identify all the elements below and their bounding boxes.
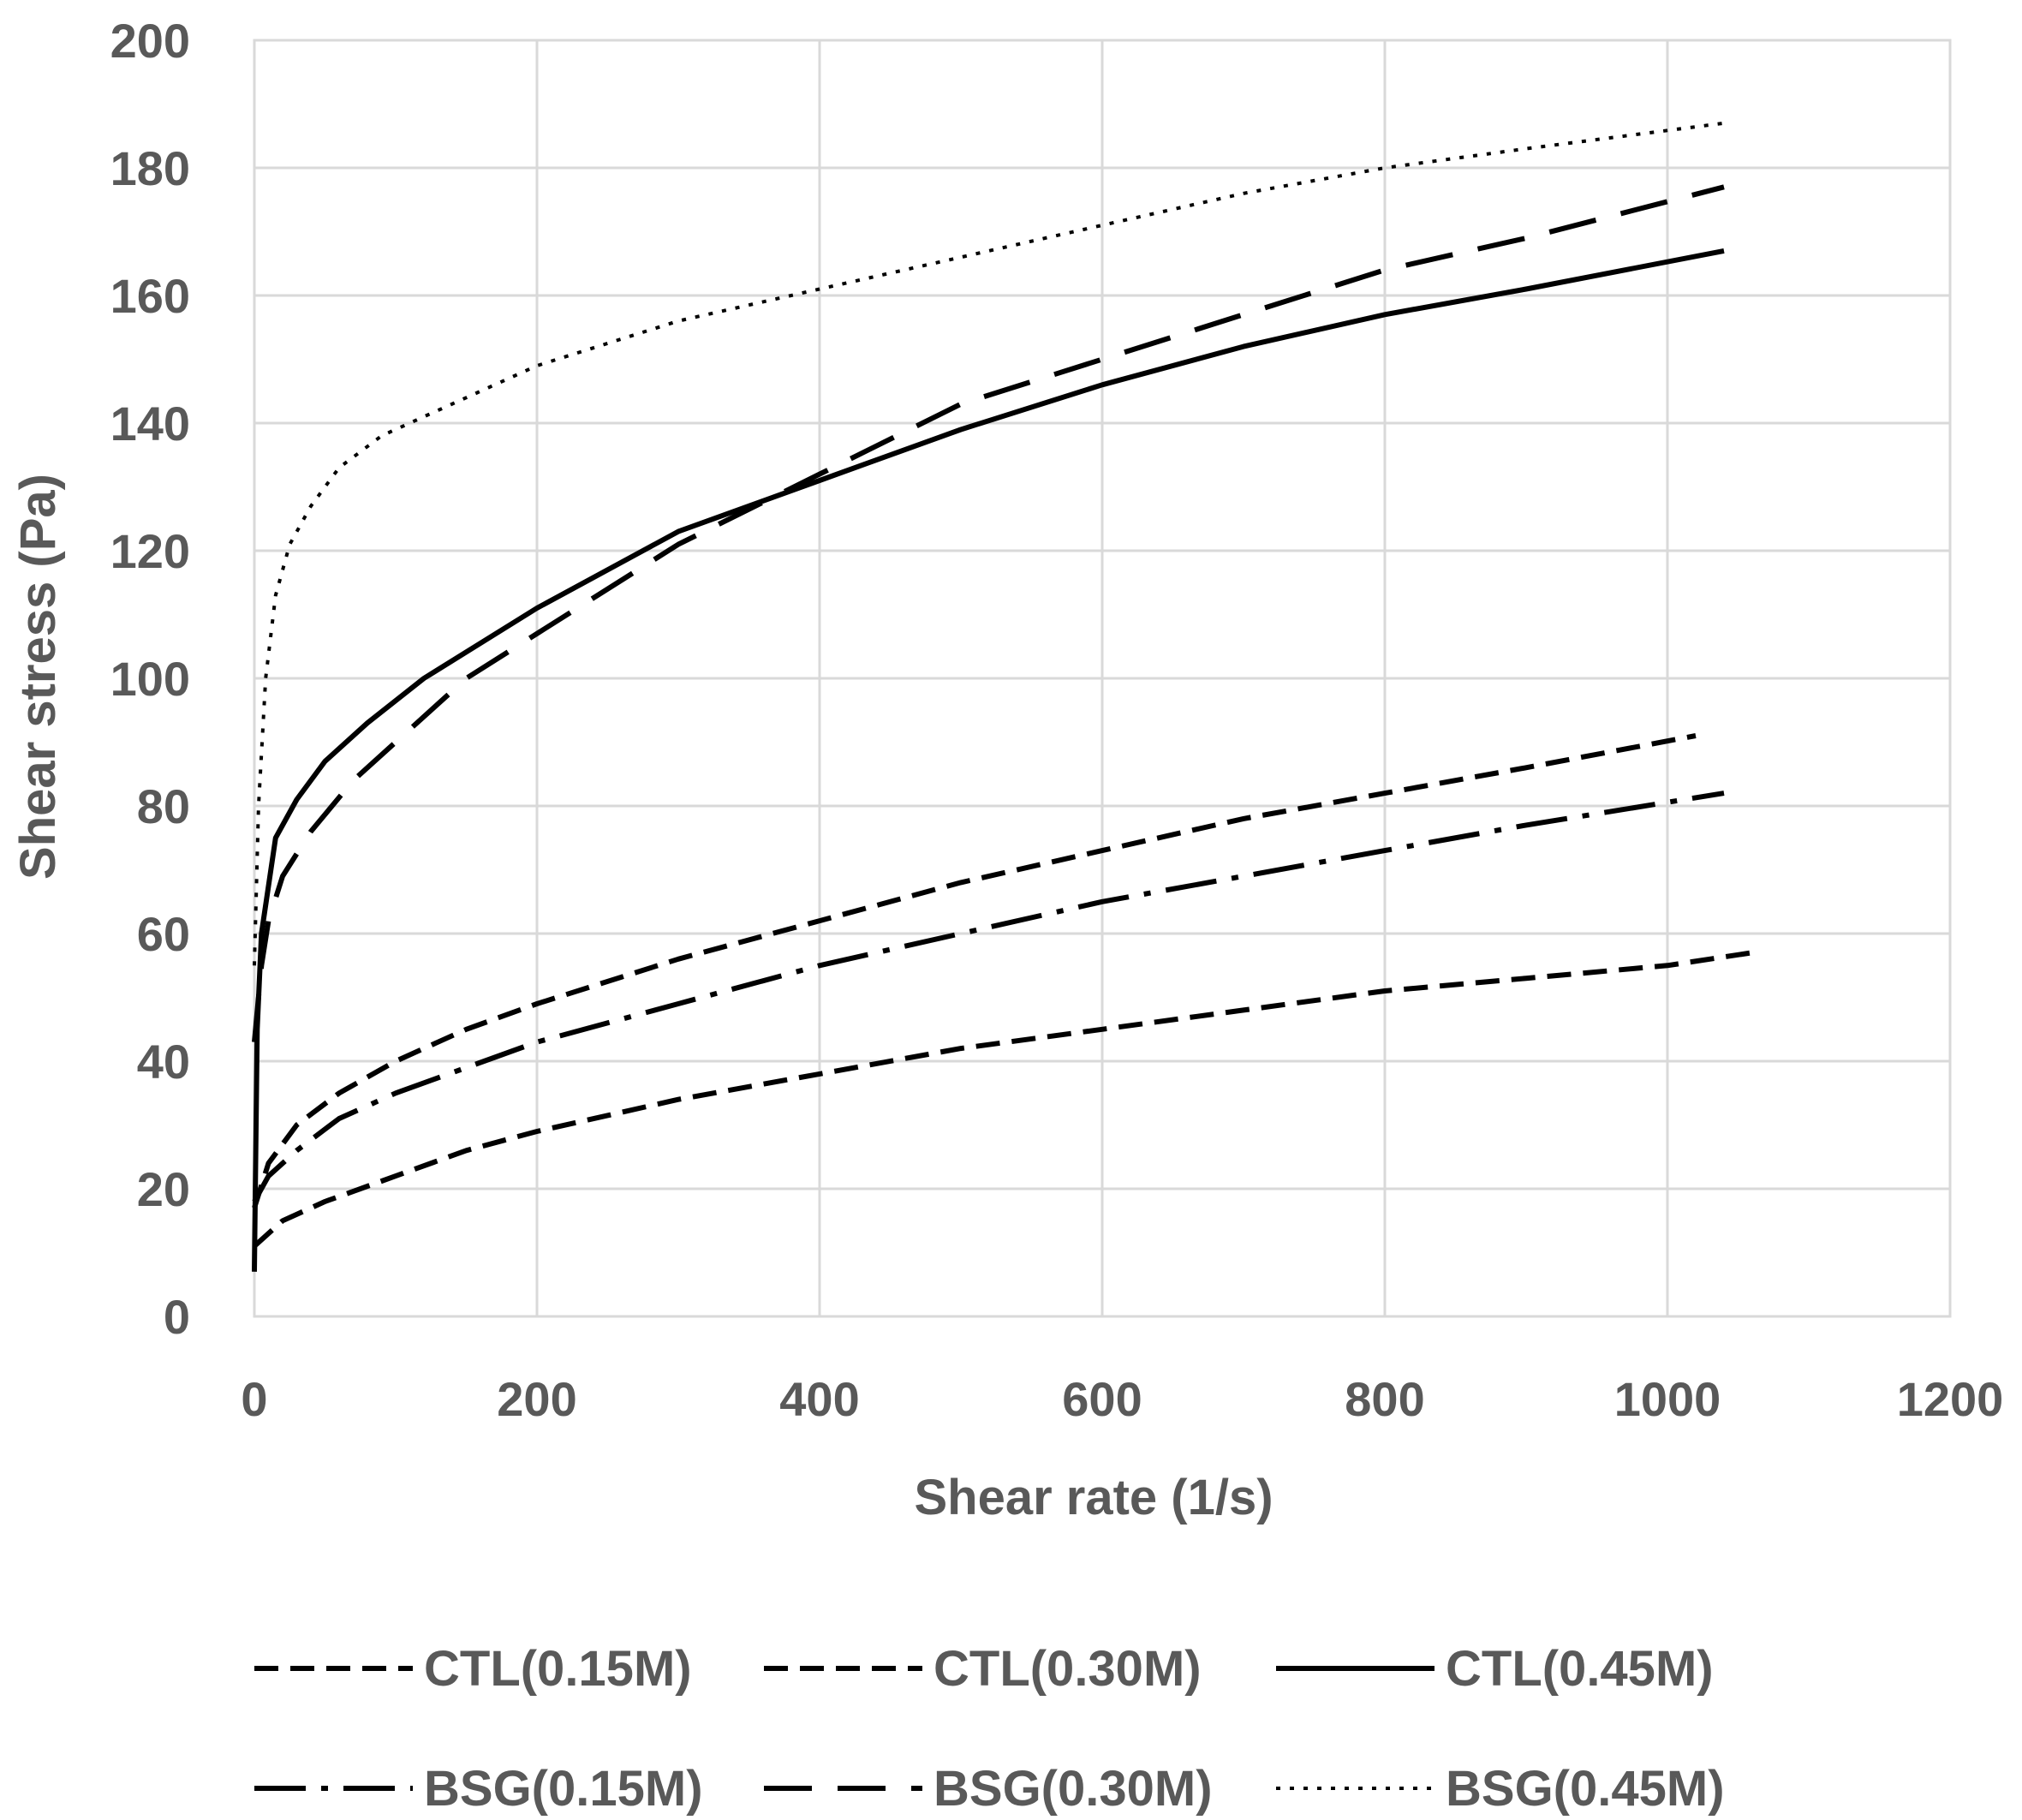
y-tick-label: 40 bbox=[137, 1035, 190, 1089]
y-tick-label: 20 bbox=[137, 1162, 190, 1216]
y-tick-label: 80 bbox=[137, 779, 190, 833]
x-axis-title: Shear rate (1/s) bbox=[914, 1470, 1273, 1525]
series-line-bsg-0-15m bbox=[252, 791, 1725, 1203]
y-axis-ticks: 0 20 40 60 80 100 120 140 160 180 200 bbox=[110, 14, 190, 1344]
y-tick-label: 180 bbox=[110, 141, 190, 195]
x-tick-label: 800 bbox=[1345, 1372, 1424, 1426]
series-line-ctl-0-15m bbox=[252, 950, 1753, 1249]
y-tick-label: 0 bbox=[164, 1290, 190, 1344]
legend-label: CTL(0.45M) bbox=[1446, 1641, 1714, 1697]
legend-label: BSG(0.30M) bbox=[933, 1761, 1213, 1817]
x-tick-label: 200 bbox=[497, 1372, 576, 1426]
x-tick-label: 400 bbox=[779, 1372, 859, 1426]
y-axis-title: Shear stress (Pa) bbox=[10, 474, 66, 880]
gridlines bbox=[253, 39, 1952, 1318]
legend: CTL(0.15M) CTL(0.30M) CTL(0.45M) BSG(0.15M)… bbox=[254, 1641, 1725, 1817]
series-line-ctl-0-45m bbox=[252, 248, 1725, 1272]
plot-border bbox=[253, 39, 1952, 1318]
legend-label: BSG(0.15M) bbox=[424, 1761, 703, 1817]
y-tick-label: 140 bbox=[110, 397, 190, 451]
x-tick-label: 1000 bbox=[1614, 1372, 1721, 1426]
series-line-bsg-0-30m bbox=[252, 184, 1725, 1042]
legend-label: CTL(0.15M) bbox=[424, 1641, 692, 1697]
series-line-ctl-0-30m bbox=[252, 733, 1697, 1209]
y-tick-label: 120 bbox=[110, 524, 190, 578]
legend-label: CTL(0.30M) bbox=[933, 1641, 1202, 1697]
legend-label: BSG(0.45M) bbox=[1446, 1761, 1725, 1817]
y-tick-label: 200 bbox=[110, 14, 190, 68]
x-tick-label: 600 bbox=[1062, 1372, 1142, 1426]
x-tick-label: 1200 bbox=[1897, 1372, 2004, 1426]
y-tick-label: 60 bbox=[137, 907, 190, 961]
series-line-bsg-0-45m bbox=[253, 121, 1725, 966]
y-tick-label: 100 bbox=[110, 652, 190, 706]
series-lines bbox=[252, 121, 1753, 1272]
x-axis-ticks: 0 200 400 600 800 1000 1200 bbox=[241, 1372, 2003, 1426]
x-tick-label: 0 bbox=[241, 1372, 267, 1426]
plot-area-frame bbox=[253, 39, 1952, 1318]
y-tick-label: 160 bbox=[110, 269, 190, 323]
